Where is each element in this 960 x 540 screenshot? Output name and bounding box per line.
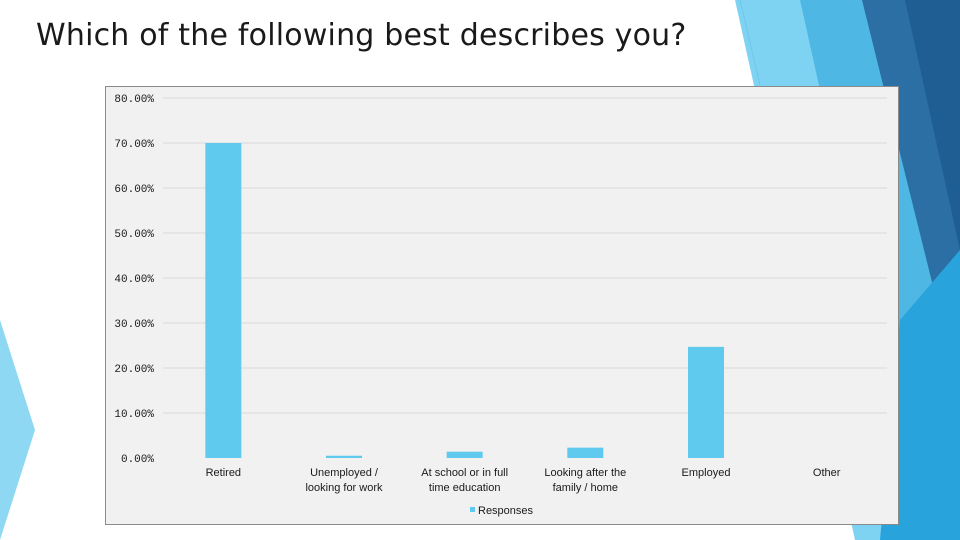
x-axis-ticks: Retired Unemployed / looking for work At sc… [206, 467, 841, 494]
x-tick-label: At school or in full [421, 467, 508, 479]
y-tick-label: 20.00% [114, 364, 154, 376]
bar [446, 451, 483, 458]
bar [205, 143, 242, 458]
decor-line [739, 0, 761, 86]
y-tick-label: 40.00% [114, 274, 154, 286]
bar [567, 447, 604, 458]
decor-shape-deep [905, 0, 960, 250]
legend-swatch [470, 507, 475, 512]
x-tick-label: looking for work [305, 482, 383, 494]
y-tick-label: 80.00% [114, 94, 154, 106]
bar [688, 346, 724, 458]
chart-legend: Responses [470, 505, 534, 517]
x-tick-label: family / home [553, 482, 618, 494]
x-tick-label: Retired [206, 467, 241, 479]
legend-label: Responses [478, 505, 534, 517]
y-tick-label: 50.00% [114, 229, 154, 241]
y-tick-label: 70.00% [114, 139, 154, 151]
decor-shape-bottom [880, 250, 960, 540]
x-tick-label: Employed [682, 467, 731, 479]
y-tick-label: 60.00% [114, 184, 154, 196]
x-tick-label: Other [813, 467, 841, 479]
x-tick-label: Looking after the [544, 467, 626, 479]
y-tick-label: 10.00% [114, 409, 154, 421]
bar-chart: 0.00% 10.00% 20.00% 30.00% 40.00% 50.00% 60.00… [114, 94, 887, 517]
y-tick-label: 0.00% [121, 454, 154, 466]
bar [326, 455, 362, 458]
chart-area: 0.00% 10.00% 20.00% 30.00% 40.00% 50.00% 60.00… [105, 86, 899, 525]
bars [205, 143, 724, 458]
x-tick-label: time education [429, 482, 501, 494]
gridlines [163, 97, 887, 414]
decor-shape-left [0, 320, 35, 540]
x-tick-label: Unemployed / [310, 467, 379, 479]
y-tick-label: 30.00% [114, 319, 154, 331]
y-axis-ticks: 0.00% 10.00% 20.00% 30.00% 40.00% 50.00% 60.00… [114, 94, 154, 466]
slide-title: Which of the following best describes yo… [36, 18, 687, 53]
